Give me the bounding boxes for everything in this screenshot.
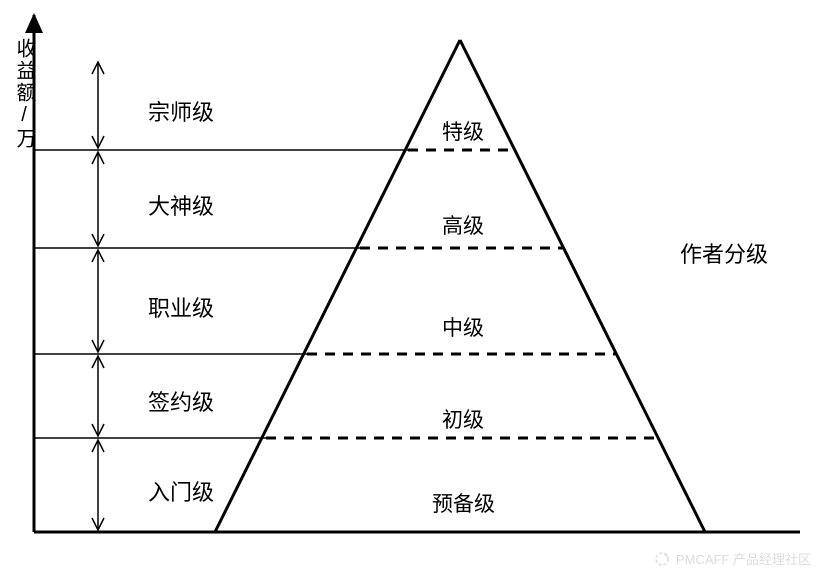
left-tier-label-2: 职业级	[148, 291, 214, 323]
y-axis-label: 收益额/万	[10, 38, 39, 150]
inner-tier-label-1: 高级	[442, 210, 484, 240]
watermark-text: PMCAFF 产品经理社区	[676, 549, 811, 568]
right-label: 作者分级	[680, 237, 768, 269]
inner-tier-label-4: 预备级	[432, 488, 495, 518]
left-tier-label-1: 大神级	[148, 189, 214, 221]
inner-tier-label-0: 特级	[442, 116, 484, 146]
inner-tier-label-3: 初级	[442, 404, 484, 434]
left-tier-label-0: 宗师级	[148, 95, 214, 127]
left-tier-label-3: 签约级	[148, 385, 214, 417]
left-tier-label-4: 入门级	[148, 475, 214, 507]
watermark: PMCAFF 产品经理社区	[654, 549, 811, 568]
diagram-canvas	[0, 0, 826, 580]
inner-tier-label-2: 中级	[442, 312, 484, 342]
watermark-icon	[654, 551, 670, 567]
